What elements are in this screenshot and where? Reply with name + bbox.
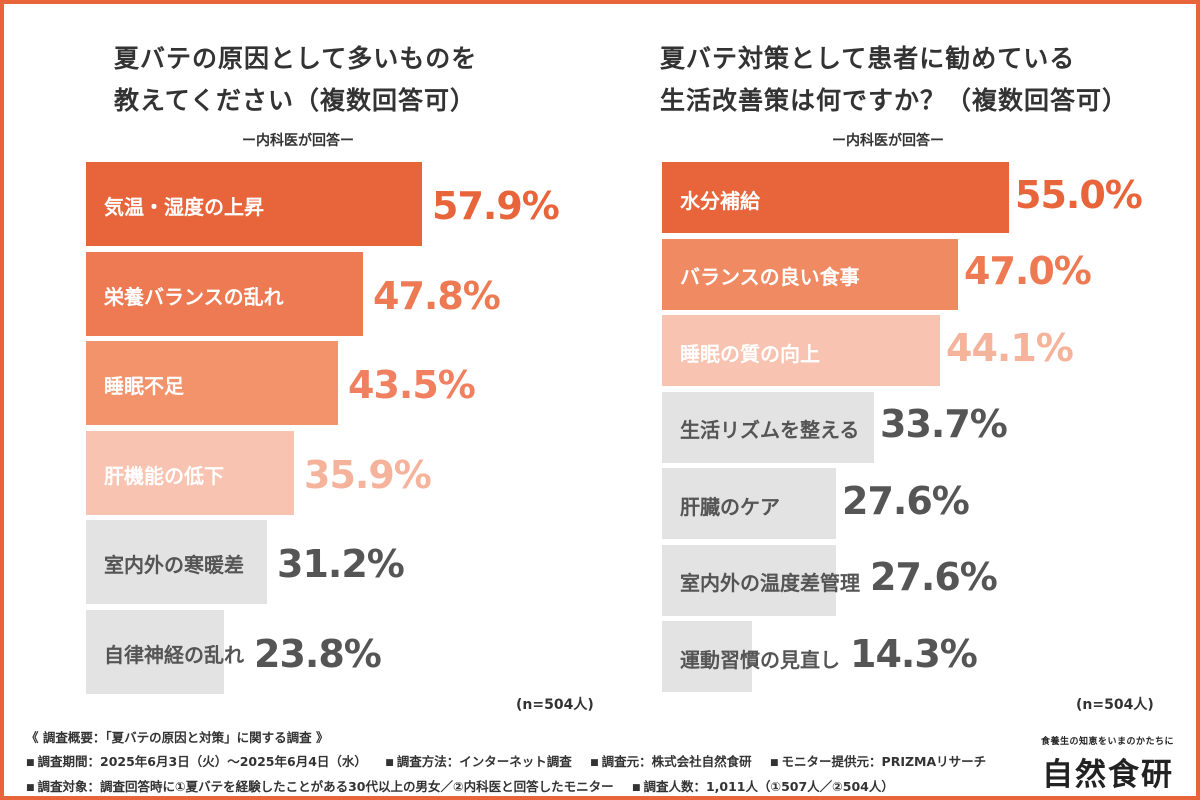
bar bbox=[86, 341, 338, 425]
bar-category-label: 睡眠不足 bbox=[104, 374, 184, 398]
bar-value-label: 57.9% bbox=[432, 184, 560, 228]
chart-subtitle: ー内科医が回答ー bbox=[242, 133, 354, 149]
survey-method: 調査方法：インターネット調査 bbox=[396, 754, 572, 769]
survey-summary: 《 調査概要：「夏バテの原因と対策」に関する調査 》 ■ 調査期間：2025年6月… bbox=[26, 726, 1026, 800]
chart-title-line-2: 教えてください（複数回答可） bbox=[114, 86, 477, 115]
survey-line-3: ■ 調査対象：調査回答時に①夏バテを経験したことがある30代以上の男女／②内科医と… bbox=[26, 775, 1026, 800]
chart-title-line-2: 生活改善策は何ですか？（複数回答可） bbox=[660, 86, 1129, 115]
bar-category-label: 肝機能の低下 bbox=[104, 463, 224, 488]
brand-name: 自然食研 bbox=[1042, 757, 1174, 793]
sample-size-label: (n=504人) bbox=[516, 697, 594, 713]
survey-period: 調査期間：2025年6月3日（火）～2025年6月4日（水） bbox=[37, 754, 367, 769]
bar bbox=[662, 621, 752, 692]
survey-line-2: ■ 調査期間：2025年6月3日（火）～2025年6月4日（水） ■ 調査方法：イン… bbox=[26, 750, 1026, 775]
bar-category-label: 栄養バランスの乱れ bbox=[104, 284, 284, 309]
bar-category-label: 自律神経の乱れ bbox=[104, 642, 244, 667]
brand-tagline: 食養生の知恵をいまのかたちに bbox=[1040, 737, 1174, 747]
bar bbox=[662, 315, 940, 386]
bar-category-label: 睡眠の質の向上 bbox=[680, 341, 820, 366]
bar-value-label: 47.0% bbox=[964, 249, 1092, 293]
survey-heading: 《 調査概要：「夏バテの原因と対策」に関する調査 》 bbox=[26, 730, 329, 745]
bar-value-label: 23.8% bbox=[254, 631, 382, 676]
bar bbox=[662, 238, 958, 310]
bar-value-label: 47.8% bbox=[373, 273, 501, 318]
chart-title-line-1: 夏バテ対策として患者に勧めている bbox=[660, 44, 1076, 73]
square-bullet-icon: ■ bbox=[770, 758, 779, 768]
bar bbox=[86, 162, 422, 246]
bar-value-label: 14.3% bbox=[850, 631, 978, 676]
bar bbox=[662, 468, 836, 539]
bar bbox=[86, 430, 294, 515]
survey-target: 調査対象：調査回答時に①夏バテを経験したことがある30代以上の男女／②内科医と回… bbox=[37, 779, 614, 794]
bar-value-label: 27.6% bbox=[870, 555, 998, 599]
bar bbox=[86, 520, 267, 604]
square-bullet-icon: ■ bbox=[631, 783, 641, 793]
bar bbox=[86, 609, 224, 694]
bar-value-label: 31.2% bbox=[277, 542, 405, 586]
bar-value-label: 55.0% bbox=[1015, 172, 1143, 217]
chart-title: 夏バテの原因として多いものを 教えてください（複数回答可） bbox=[114, 38, 584, 122]
bar-category-label: 気温・湿度の上昇 bbox=[104, 195, 264, 219]
bar bbox=[662, 544, 836, 616]
sample-size-label: (n=504人) bbox=[1076, 697, 1154, 713]
bar-category-label: 室内外の寒暖差 bbox=[104, 553, 244, 577]
bar-category-label: 運動習慣の見直し bbox=[680, 647, 840, 672]
square-bullet-icon: ■ bbox=[590, 758, 599, 768]
chart-title-line-1: 夏バテの原因として多いものを bbox=[114, 44, 478, 73]
bar-category-label: バランスの良い食事 bbox=[680, 265, 860, 289]
bar-category-label: 室内外の温度差管理 bbox=[680, 571, 860, 595]
bar-category-label: 水分補給 bbox=[680, 188, 760, 213]
bar-area: 水分補給 55.0% バランスの良い食事 47.0% 睡眠の質の向上 44.1% 生活リズム… bbox=[610, 4, 1170, 719]
square-bullet-icon: ■ bbox=[26, 783, 35, 793]
chart-subtitle: ー内科医が回答ー bbox=[832, 133, 944, 149]
bar bbox=[86, 251, 363, 336]
bar-value-label: 43.5% bbox=[348, 363, 476, 407]
chart-causes: 夏バテの原因として多いものを 教えてください（複数回答可） ー内科医が回答ー 気… bbox=[34, 4, 594, 719]
bar-value-label: 35.9% bbox=[304, 452, 432, 497]
chart-countermeasures: 夏バテ対策として患者に勧めている 生活改善策は何ですか？（複数回答可） ー内科医… bbox=[610, 4, 1170, 719]
bar-category-label: 生活リズムを整える bbox=[680, 418, 860, 442]
bar-value-label: 33.7% bbox=[880, 402, 1008, 446]
brand-logo: 食養生の知恵をいまのかたちに 自然食研 bbox=[1041, 734, 1174, 794]
chart-title: 夏バテ対策として患者に勧めている 生活改善策は何ですか？（複数回答可） bbox=[660, 38, 1130, 122]
survey-source: 調査元：株式会社自然食研 bbox=[601, 754, 752, 769]
bar-value-label: 27.6% bbox=[842, 478, 970, 523]
survey-count: 調査人数：1,011人（①507人／②504人） bbox=[643, 779, 894, 794]
bar-area: 気温・湿度の上昇 57.9% 栄養バランスの乱れ 47.8% 睡眠不足 43.5% 肝機能の… bbox=[34, 4, 594, 719]
square-bullet-icon: ■ bbox=[26, 758, 35, 768]
square-bullet-icon: ■ bbox=[385, 758, 394, 768]
bar bbox=[662, 162, 1009, 233]
bar-value-label: 44.1% bbox=[946, 325, 1074, 370]
bar-category-label: 肝臓のケア bbox=[680, 494, 780, 519]
bar bbox=[662, 391, 874, 463]
survey-monitor-provider: モニター提供元：PRIZMAリサーチ bbox=[781, 754, 987, 769]
